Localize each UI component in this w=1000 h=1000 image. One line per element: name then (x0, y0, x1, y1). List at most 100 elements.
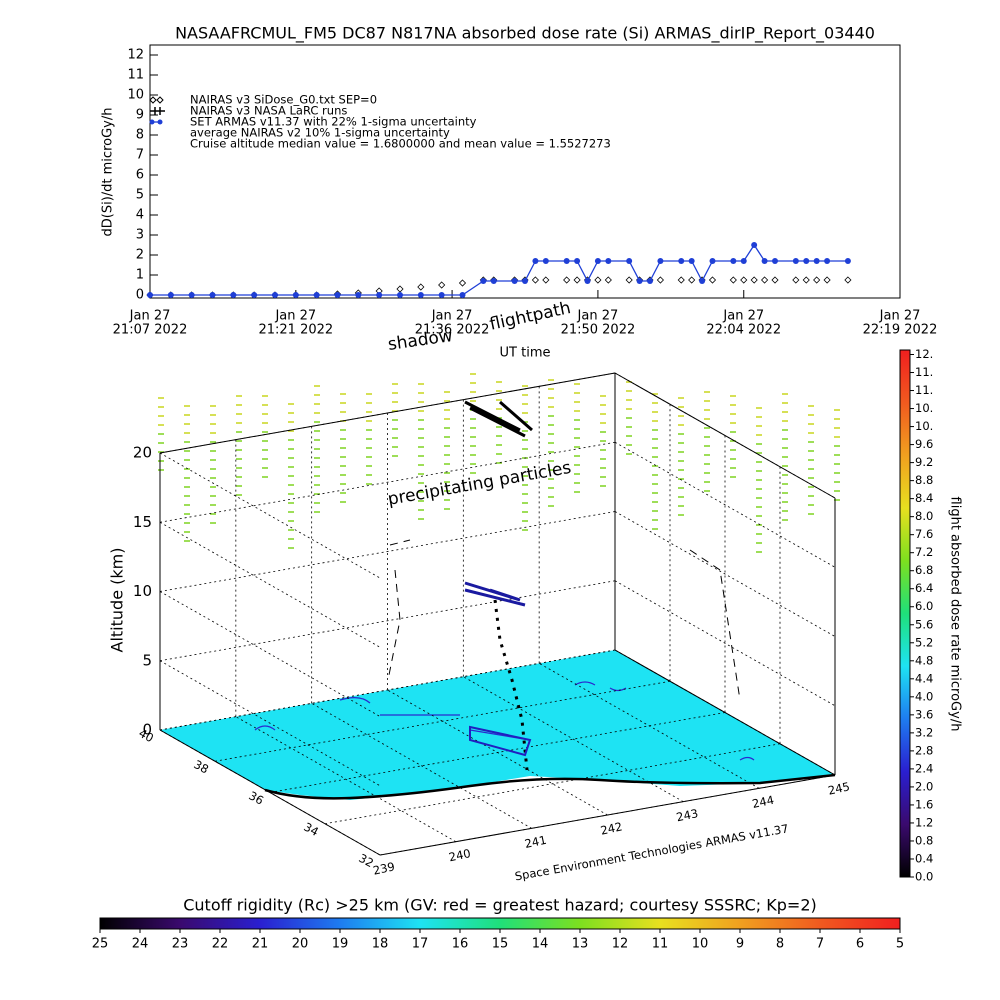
colorbar-tick-label: 0.8 (915, 833, 933, 847)
flight-track (464, 581, 526, 607)
flight-shadow (469, 725, 532, 757)
floor (160, 650, 835, 800)
diamond-marker (729, 276, 737, 284)
chart-title: NASAAFRCMUL_FM5 DC87 N817NA absorbed dos… (175, 24, 875, 44)
colorbar-tick-label: 8.4 (915, 491, 933, 505)
y-tick-label: 32 (356, 851, 375, 870)
colorbar-tick-label: 18 (372, 937, 389, 952)
colorbar-tick-label: 5.6 (915, 617, 933, 631)
legend-text: NAIRAS v3 NASA LaRC runs (190, 104, 347, 118)
diamond-marker (823, 276, 831, 284)
diamond-marker (594, 276, 602, 284)
y-tick-label: 7 (136, 148, 144, 163)
dot-marker (740, 258, 747, 264)
x-tick-label: 242 (599, 819, 623, 837)
z-tick-label: 0 (142, 721, 152, 739)
x-tick-label: Jan 27 (722, 309, 764, 324)
floor-grid-line (463, 676, 684, 803)
y-tick-label: 8 (136, 128, 144, 143)
diamond-marker (844, 276, 852, 284)
z-tick-label: 15 (133, 513, 152, 531)
dot-marker (209, 292, 216, 298)
legend-marker (156, 96, 164, 104)
x-tick-label: 21:07 2022 (113, 323, 188, 338)
dot-marker (647, 278, 653, 284)
dot-marker (292, 292, 299, 298)
flight-track (464, 400, 533, 438)
y-tick-label: 0 (136, 288, 144, 303)
dot-marker (688, 258, 695, 264)
colorbar-tick-label: 12 (612, 937, 629, 952)
flight-track (493, 599, 529, 771)
wall-grid-line (159, 441, 616, 523)
dot-marker (459, 292, 466, 298)
x-tick-label: 244 (751, 793, 775, 811)
dot-marker (480, 278, 487, 284)
dot-marker (147, 292, 153, 298)
x-tick-label: 22:19 2022 (863, 323, 938, 338)
floor-grid-line (538, 662, 760, 789)
dot-marker (813, 258, 820, 264)
colorbar-tick-label: 4.4 (915, 671, 933, 685)
diamond-marker (656, 276, 664, 284)
legend-text: average NAIRAS v2 10% 1-sigma uncertaint… (190, 126, 450, 140)
dot-marker (230, 292, 237, 298)
dot-marker (626, 258, 633, 264)
diamond-marker (417, 283, 425, 291)
dot-marker (699, 278, 706, 284)
x-tick-label: 21:21 2022 (258, 323, 333, 338)
colorbar-tick-label: 21 (252, 937, 269, 952)
dot-marker (417, 292, 424, 298)
dot-marker (824, 258, 831, 264)
colorbar-tick-label: 0.4 (915, 851, 933, 865)
wall-grid-line (614, 511, 836, 637)
colorbar-tick-label: 8.0 (915, 509, 933, 523)
colorbar-tick-label: 13 (572, 937, 589, 952)
legend-marker (149, 119, 155, 125)
dot-marker (594, 258, 601, 264)
colorbar-tick-label: 1.6 (915, 797, 933, 811)
contours (254, 681, 755, 761)
diamond-marker (750, 276, 758, 284)
colorbar-tick-label: 25 (92, 937, 109, 952)
z-tick-label: 5 (142, 651, 152, 669)
colorbar-tick-label: 5 (896, 937, 904, 952)
x-tick-label: 243 (675, 806, 699, 824)
z-tick-label: 20 (133, 444, 152, 462)
colorbar-tick-label: 22 (212, 937, 229, 952)
wall-grid-line (159, 580, 616, 662)
diamond-marker (761, 276, 769, 284)
y-tick-label: 36 (246, 788, 265, 807)
colorbar-tick-label: 6.8 (915, 563, 933, 577)
wall-grid-line (159, 511, 616, 592)
dot-marker (397, 292, 403, 298)
colorbar-label: Cutoff rigidity (Rc) >25 km (GV: red = g… (183, 896, 817, 915)
x-tick-label: Jan 27 (879, 309, 921, 324)
wall-grid-line (614, 441, 836, 568)
wall-grid-line (614, 580, 836, 707)
wall-grid-line (159, 649, 616, 731)
dot-marker (438, 292, 445, 298)
dot-marker (844, 258, 851, 264)
dot-marker (657, 258, 664, 264)
left-grid-line (159, 521, 381, 648)
colorbar-tick-label: 23 (172, 937, 189, 952)
colorbar-tick-label: 7 (816, 937, 824, 952)
y-tick-label: 9 (136, 108, 144, 123)
left-grid-line (159, 452, 381, 579)
x-axis-label: UT time (500, 346, 551, 361)
y-tick-label: 6 (136, 168, 144, 183)
colorbar-tick-label: 19 (332, 937, 349, 952)
dot-marker (605, 258, 612, 264)
diamond-marker (688, 276, 696, 284)
colorbar-tick-label: 8 (776, 937, 784, 952)
x-tick-label: Jan 27 (274, 309, 316, 324)
y-tick-label: 1 (136, 268, 144, 283)
colorbar-tick-label: 5.2 (915, 635, 933, 649)
colorbar-tick-label: 10 (692, 937, 709, 952)
dot-marker (167, 292, 174, 298)
colorbar (899, 349, 911, 878)
colorbar-tick-label: 20 (292, 937, 309, 952)
x-tick-label: Jan 27 (129, 309, 171, 324)
